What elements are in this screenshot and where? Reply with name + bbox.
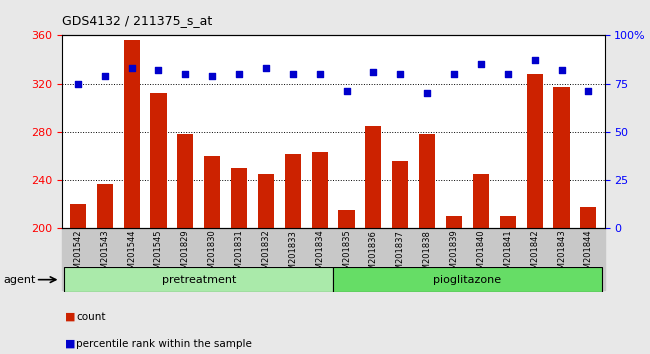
Point <box>449 71 460 77</box>
Bar <box>333 267 602 292</box>
Text: ■: ■ <box>65 312 75 322</box>
Text: count: count <box>76 312 105 322</box>
Bar <box>64 267 333 292</box>
Bar <box>204 156 220 228</box>
Bar <box>580 207 597 228</box>
Bar <box>419 134 436 228</box>
Text: pretreatment: pretreatment <box>162 275 236 285</box>
Bar <box>446 216 462 228</box>
Text: GDS4132 / 211375_s_at: GDS4132 / 211375_s_at <box>62 14 212 27</box>
Bar <box>473 174 489 228</box>
Point <box>369 69 379 75</box>
Bar <box>97 184 113 228</box>
Text: ■: ■ <box>65 339 75 349</box>
Point <box>422 90 432 96</box>
Bar <box>285 154 301 228</box>
Bar <box>339 210 355 228</box>
Point <box>315 71 325 77</box>
Point <box>99 73 110 79</box>
Point <box>556 67 567 73</box>
Bar <box>231 168 247 228</box>
Point <box>341 88 352 94</box>
Point <box>395 71 406 77</box>
Text: pioglitazone: pioglitazone <box>434 275 502 285</box>
Point <box>502 71 513 77</box>
Point <box>126 65 136 71</box>
Point <box>73 81 83 86</box>
Bar <box>258 174 274 228</box>
Bar <box>500 216 516 228</box>
Bar <box>392 161 408 228</box>
Bar <box>150 93 166 228</box>
Point <box>207 73 217 79</box>
Point <box>180 71 190 77</box>
Text: percentile rank within the sample: percentile rank within the sample <box>76 339 252 349</box>
Bar <box>553 87 569 228</box>
Bar <box>124 40 140 228</box>
Point <box>583 88 593 94</box>
Point <box>153 67 164 73</box>
Text: agent: agent <box>3 275 36 285</box>
Point <box>287 71 298 77</box>
Bar <box>70 204 86 228</box>
Bar <box>311 152 328 228</box>
Point <box>476 62 486 67</box>
Point <box>530 58 540 63</box>
Point <box>261 65 271 71</box>
Bar <box>177 134 194 228</box>
Bar <box>365 126 382 228</box>
Point <box>234 71 244 77</box>
Bar <box>526 74 543 228</box>
